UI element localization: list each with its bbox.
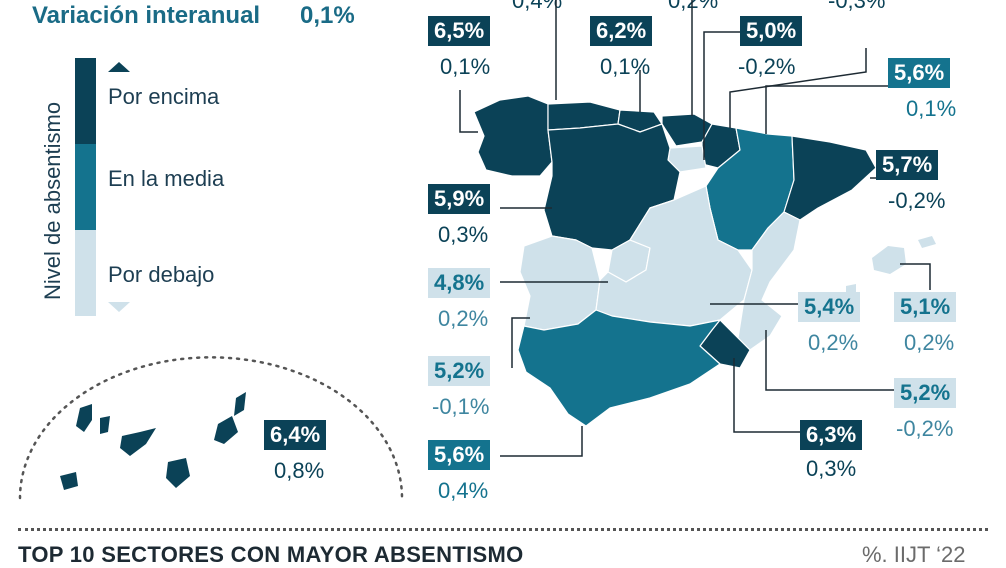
label-galicia-var: 0,1% — [440, 54, 491, 79]
label-madrid-var: 0,2% — [438, 306, 489, 331]
label-valencia-pct: 5,2% — [894, 378, 957, 408]
label-cantabria-var: 0,1% — [600, 54, 651, 79]
label-cataluna-pct: 5,7% — [876, 150, 939, 180]
label-madrid-pct: 4,8% — [428, 268, 491, 298]
label-cantabria-pct: 6,2% — [590, 16, 653, 46]
label-castilla-leon-pct: 5,9% — [428, 184, 491, 214]
label-pais-vasco-var: -0,2% — [738, 54, 796, 79]
leader-top-c — [729, 48, 867, 128]
label-valencia-var: -0,2% — [896, 416, 954, 441]
legend-label-below: Por debajo — [108, 262, 215, 287]
legend-swatch-average — [75, 144, 96, 230]
label-extremadura-pct: 5,2% — [428, 356, 491, 386]
top-partial-var-c: -0,3% — [828, 0, 886, 13]
label-extremadura-var: -0,1% — [432, 394, 490, 419]
legend-swatch-below — [75, 230, 96, 316]
region-andalucia — [517, 309, 721, 427]
leader-aragon — [765, 85, 888, 134]
label-castilla-mancha-pct: 5,4% — [798, 292, 861, 322]
top-partial-var-a: 0,4% — [512, 0, 563, 13]
label-canarias-pct: 6,4% — [264, 420, 327, 450]
leader-andalucia — [500, 426, 583, 457]
leader-extremadura — [511, 317, 530, 368]
up-triangle-icon — [108, 62, 130, 72]
region-cataluna — [783, 135, 877, 221]
region-baleares — [846, 236, 936, 292]
label-baleares-pct: 5,1% — [894, 292, 957, 322]
label-aragon-pct: 5,6% — [888, 58, 951, 88]
canarias-islands — [60, 392, 246, 490]
label-castilla-leon-var: 0,3% — [438, 222, 489, 247]
legend-swatch-above — [75, 58, 96, 144]
label-murcia-var: 0,3% — [806, 456, 857, 481]
section-separator — [18, 528, 988, 531]
top-partial-var-b: 0,2% — [668, 0, 719, 13]
canarias-frame-arc — [18, 356, 404, 500]
leader-valencia — [765, 330, 894, 391]
label-andalucia-pct: 5,6% — [428, 440, 491, 470]
legend-label-average: En la media — [108, 166, 225, 191]
legend-color-bar — [75, 58, 96, 316]
region-galicia — [473, 95, 553, 177]
label-cataluna-var: -0,2% — [888, 188, 946, 213]
variation-title: Variación interanual — [32, 2, 261, 29]
leader-galicia — [459, 90, 478, 133]
source-note: %. IIJT ‘22 — [862, 542, 966, 567]
label-murcia-pct: 6,3% — [800, 420, 863, 450]
leader-pais-vasco — [703, 31, 742, 160]
label-castilla-mancha-var: 0,2% — [808, 330, 859, 355]
section-title: TOP 10 SECTORES CON MAYOR ABSENTISMO — [18, 542, 524, 567]
variation-value: 0,1% — [300, 2, 355, 29]
leader-murcia — [733, 358, 800, 433]
label-pais-vasco-pct: 5,0% — [740, 16, 803, 46]
region-valencia — [737, 211, 801, 351]
down-triangle-icon — [108, 302, 130, 312]
label-baleares-var: 0,2% — [904, 330, 955, 355]
label-andalucia-var: 0,4% — [438, 478, 489, 503]
leader-baleares — [900, 263, 931, 290]
label-aragon-var: 0,1% — [906, 96, 957, 121]
label-galicia-pct: 6,5% — [428, 16, 491, 46]
label-canarias-var: 0,8% — [274, 458, 325, 483]
legend-label-above: Por encima — [108, 84, 220, 109]
